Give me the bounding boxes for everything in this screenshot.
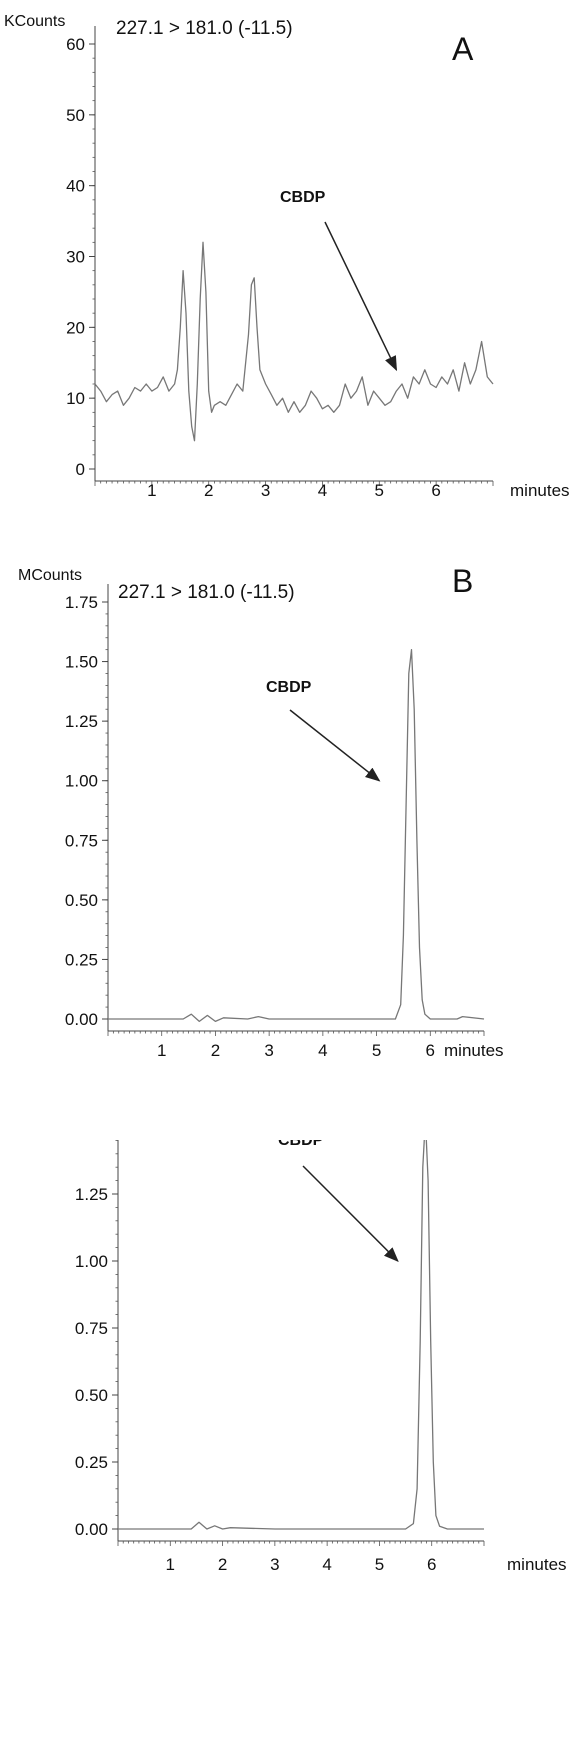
chart-title: 227.1 > 181.0 (-11.5) [118, 582, 295, 603]
chromatogram-trace [118, 1140, 484, 1530]
x-tick-label: 1 [147, 481, 156, 500]
y-tick-label: 1.25 [75, 1185, 108, 1204]
y-tick-label: 0.25 [75, 1453, 108, 1472]
annotation-label: CBDP [280, 189, 326, 206]
annotation-arrow [324, 221, 398, 372]
x-axis-label: minutes [510, 481, 570, 500]
x-tick-label: 3 [261, 481, 270, 500]
x-tick-label: 6 [426, 1041, 435, 1060]
y-tick-label: 1.00 [75, 1252, 108, 1271]
chromatogram-panel-b: 0.00 0.25 0.50 0.75 1.00 1.25 1.50 1.75 1 2 3 4 5 6 mi… [18, 563, 504, 1060]
y-tick-label: 0.50 [65, 891, 98, 910]
x-tick-label: 4 [318, 1041, 327, 1060]
y-tick-label: 60 [66, 35, 85, 54]
y-tick-label: 30 [66, 248, 85, 267]
y-tick-label: 1.75 [65, 593, 98, 612]
x-tick-label: 4 [318, 481, 327, 500]
chromatogram-panel-c: 0.000.250.500.751.001.251.501.75123456mi… [75, 1140, 567, 1574]
x-tick-label: 4 [322, 1555, 331, 1574]
annotation-label: CBDP [278, 1140, 324, 1149]
y-tick-label: 40 [66, 177, 85, 196]
x-tick-label: 1 [157, 1041, 166, 1060]
x-tick-label: 5 [372, 1041, 381, 1060]
y-tick-label: 1.50 [65, 653, 98, 672]
x-tick-label: 6 [431, 481, 440, 500]
y-tick-label: 0.00 [65, 1010, 98, 1029]
x-tick-label: 2 [204, 481, 213, 500]
annotation-arrow [289, 709, 381, 782]
panel-label: A [452, 31, 474, 67]
y-tick-label: 10 [66, 389, 85, 408]
x-tick-label: 2 [211, 1041, 220, 1060]
y-tick-label: 0.00 [75, 1520, 108, 1539]
y-axis-label: MCounts [18, 567, 82, 584]
annotation-label: CBDP [266, 679, 312, 696]
x-tick-label: 6 [427, 1555, 436, 1574]
x-tick-label: 3 [264, 1041, 273, 1060]
x-axis-label: minutes [507, 1555, 567, 1574]
chromatogram-trace [94, 241, 494, 442]
chromatogram-trace [108, 649, 485, 1023]
panel-label: B [452, 563, 473, 599]
y-tick-label: 50 [66, 106, 85, 125]
y-tick-label: 0.75 [75, 1319, 108, 1338]
x-axis-label: minutes [444, 1041, 504, 1060]
y-tick-label: 0.50 [75, 1386, 108, 1405]
annotation-arrow [302, 1165, 399, 1263]
y-tick-label: 1.25 [65, 712, 98, 731]
x-tick-label: 1 [166, 1555, 175, 1574]
x-tick-label: 5 [375, 1555, 384, 1574]
y-tick-label: 0 [76, 460, 85, 479]
x-tick-label: 5 [375, 481, 384, 500]
y-tick-label: 1.00 [65, 772, 98, 791]
x-tick-label: 3 [270, 1555, 279, 1574]
y-tick-label: 0.25 [65, 950, 98, 969]
chart-title: 227.1 > 181.0 (-11.5) [116, 18, 293, 39]
chromatogram-panel-a: 0 10 20 30 40 50 60 1 2 3 4 5 6 minutes KCounts 227.1 >… [4, 13, 570, 500]
x-tick-label: 2 [218, 1555, 227, 1574]
y-tick-label: 20 [66, 318, 85, 337]
y-tick-label: 0.75 [65, 831, 98, 850]
y-axis-label: KCounts [4, 13, 65, 30]
